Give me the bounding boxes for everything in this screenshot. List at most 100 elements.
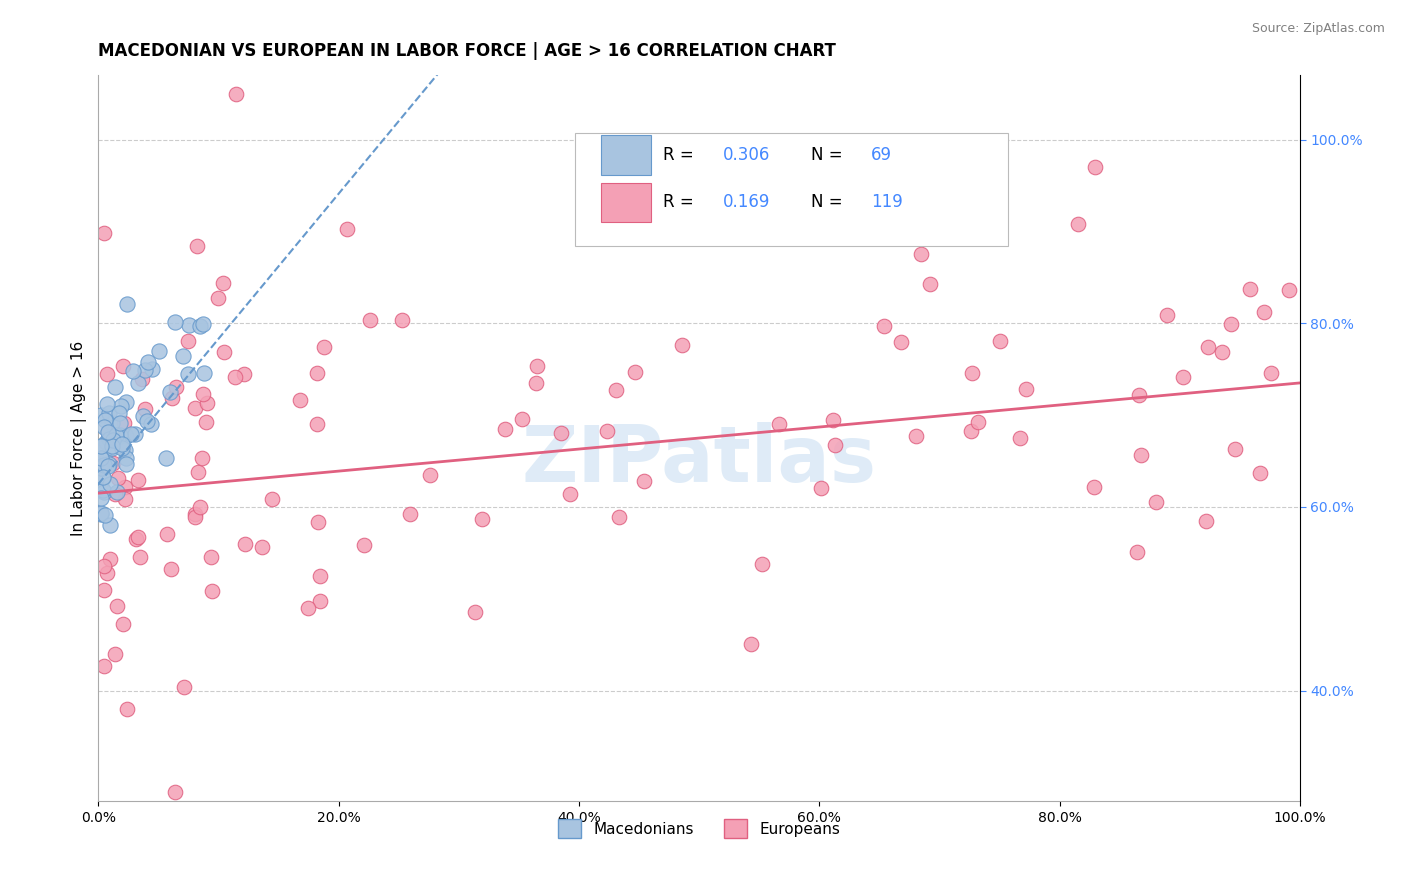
Text: 69: 69 (870, 146, 891, 164)
Point (751, 557, 773, 571)
Point (97, 432, 120, 446)
Point (90, 439, 112, 453)
Point (211, 276, 233, 290)
Point (967, 415, 990, 429)
Point (90, 507, 112, 521)
Point (163, 315, 186, 329)
Text: ZIPatlas: ZIPatlas (522, 422, 876, 498)
Text: N =: N = (811, 194, 848, 211)
Point (93, 450, 115, 464)
Point (94, 413, 117, 427)
Point (136, 414, 159, 428)
Point (91, 470, 114, 484)
Point (297, 601, 319, 615)
Point (193, 317, 215, 331)
Point (111, 442, 134, 456)
Point (183, 401, 205, 415)
Point (127, 376, 149, 390)
Point (136, 354, 159, 368)
Point (114, 442, 136, 457)
Point (96, 397, 118, 411)
Point (96, 367, 118, 381)
Point (110, 416, 132, 430)
Point (115, 297, 138, 311)
Point (1211, 344, 1233, 359)
Point (188, 319, 211, 334)
Point (353, 538, 375, 552)
Point (633, 474, 655, 488)
Point (112, 359, 135, 374)
Text: N =: N = (811, 146, 848, 164)
Point (1197, 340, 1219, 354)
Point (768, 417, 790, 431)
Point (207, 291, 229, 305)
Point (740, 637, 762, 651)
Point (132, 409, 155, 423)
Point (148, 344, 170, 359)
Point (1239, 282, 1261, 296)
Point (104, 486, 127, 500)
Point (111, 436, 134, 450)
Text: R =: R = (664, 146, 699, 164)
Point (156, 527, 179, 541)
FancyBboxPatch shape (600, 136, 651, 175)
Point (526, 359, 548, 373)
Point (1067, 217, 1090, 231)
Point (824, 438, 846, 452)
Point (624, 365, 647, 379)
Point (134, 362, 156, 376)
Point (107, 471, 129, 485)
Point (93, 458, 115, 472)
Point (336, 222, 359, 236)
Point (101, 434, 124, 448)
Point (93, 471, 115, 485)
Point (172, 350, 194, 364)
Point (872, 318, 894, 333)
FancyBboxPatch shape (600, 183, 651, 222)
Text: Source: ZipAtlas.com: Source: ZipAtlas.com (1251, 22, 1385, 36)
Point (97, 425, 120, 439)
Point (307, 515, 329, 529)
Point (98, 518, 121, 533)
Point (191, 451, 214, 466)
Point (90, 439, 112, 453)
FancyBboxPatch shape (575, 133, 1008, 245)
Point (550, 426, 572, 441)
Point (184, 508, 207, 522)
Point (115, 702, 138, 716)
Point (831, 178, 853, 193)
Point (176, 368, 198, 382)
Point (671, 338, 693, 352)
Point (120, 427, 142, 442)
Text: 119: 119 (870, 194, 903, 211)
Point (224, 369, 246, 384)
Point (810, 481, 832, 495)
Text: 0.306: 0.306 (723, 146, 770, 164)
Point (305, 417, 328, 431)
Point (93, 559, 115, 574)
Point (560, 487, 582, 501)
Point (890, 334, 912, 349)
Point (821, 413, 844, 427)
Point (471, 512, 494, 526)
Point (98, 432, 121, 446)
Point (305, 366, 328, 380)
Point (93, 456, 115, 470)
Point (200, 584, 222, 599)
Point (183, 509, 205, 524)
Point (1008, 431, 1031, 445)
Point (212, 345, 235, 359)
Point (104, 648, 127, 662)
Point (288, 393, 311, 408)
Point (312, 340, 335, 354)
Point (114, 491, 136, 506)
Point (160, 391, 183, 405)
Point (163, 785, 186, 799)
Point (114, 394, 136, 409)
Point (114, 457, 136, 471)
Point (122, 364, 145, 378)
Point (105, 599, 128, 613)
Point (195, 396, 218, 410)
Text: 0.169: 0.169 (723, 194, 770, 211)
Point (105, 485, 128, 500)
